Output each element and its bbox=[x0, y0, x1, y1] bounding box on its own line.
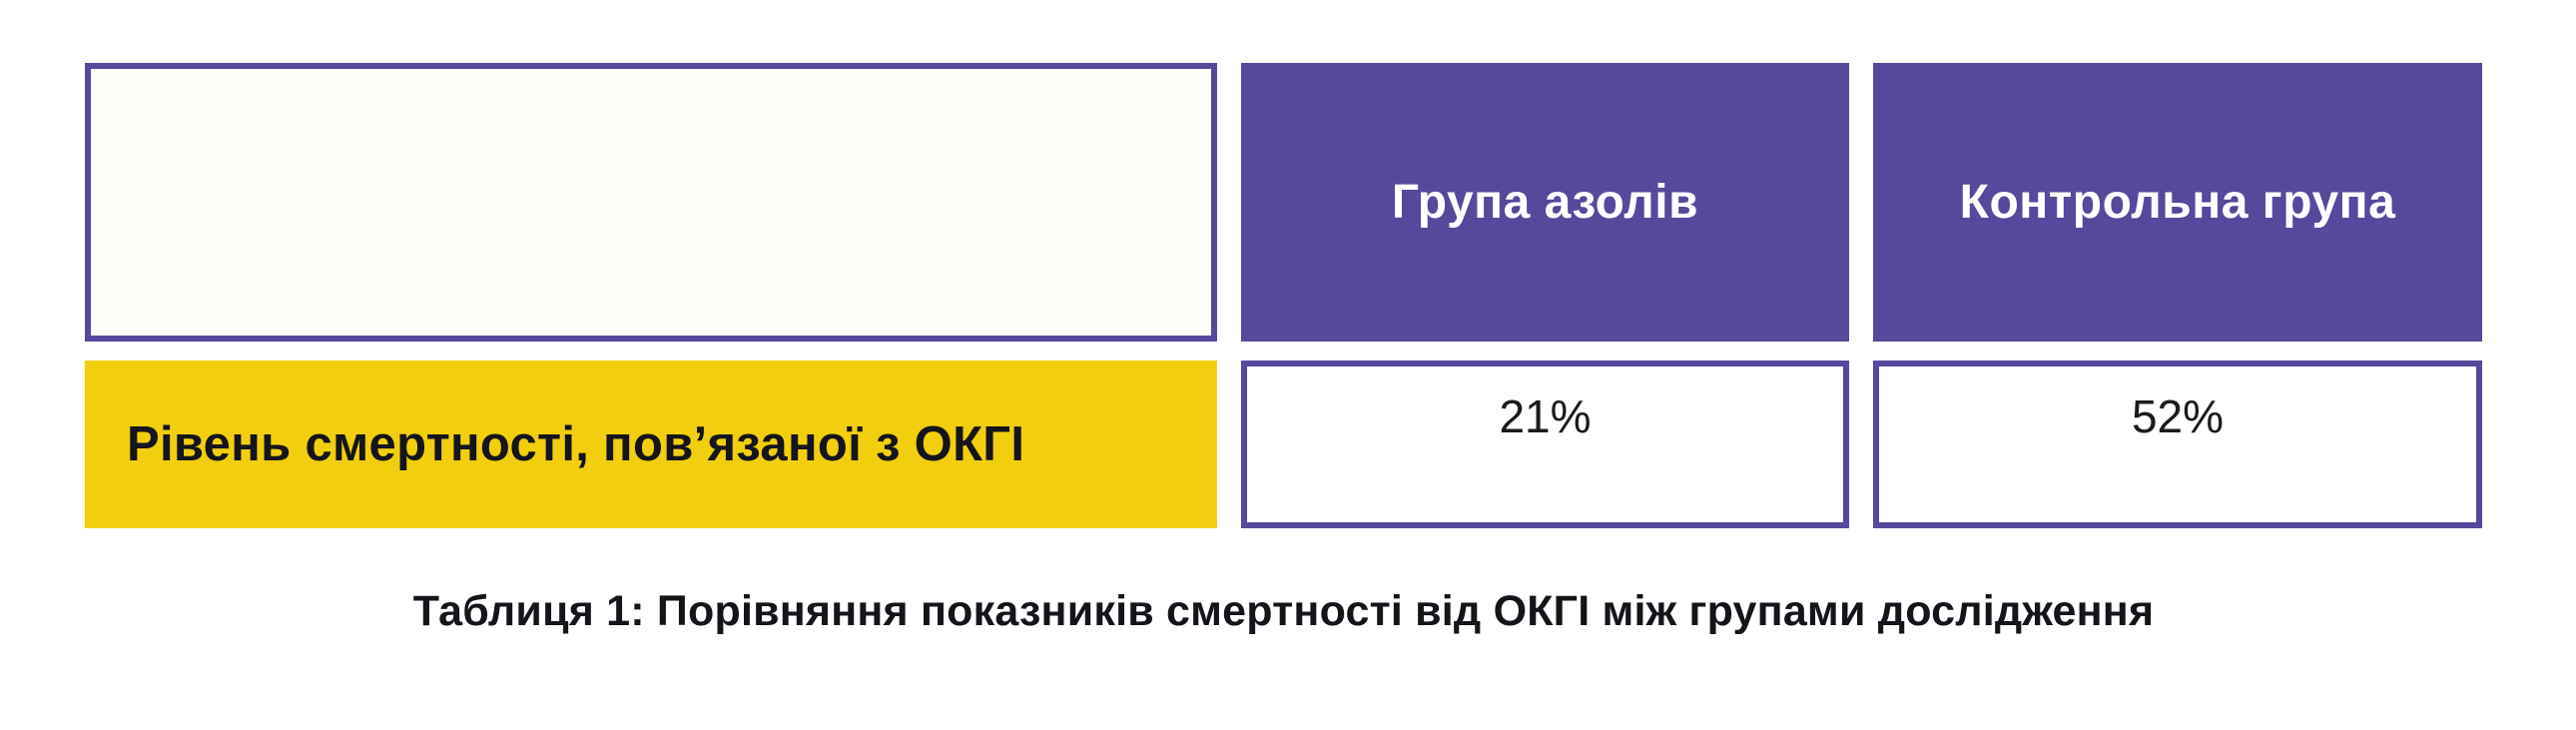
row-label-mortality-text: Рівень смертності, пов’язаної з ОКГІ bbox=[127, 417, 1025, 471]
row-label-mortality: Рівень смертності, пов’язаної з ОКГІ bbox=[85, 361, 1217, 528]
header-control-group: Контрольна група bbox=[1873, 63, 2482, 342]
header-azole-group-label: Група азолів bbox=[1391, 176, 1699, 229]
table-grid: Група азолів Контрольна група Рівень сме… bbox=[85, 63, 2482, 528]
comparison-table: Група азолів Контрольна група Рівень сме… bbox=[85, 63, 2482, 640]
header-azole-group: Група азолів bbox=[1241, 63, 1849, 342]
value-control-text: 52% bbox=[2131, 390, 2225, 442]
corner-cell bbox=[85, 63, 1217, 342]
value-cell-azole: 21% bbox=[1241, 361, 1849, 528]
table-caption: Таблиця 1: Порівняння показників смертно… bbox=[412, 587, 2155, 635]
value-azole-text: 21% bbox=[1499, 390, 1592, 442]
header-control-group-label: Контрольна група bbox=[1959, 176, 2396, 229]
value-cell-control: 52% bbox=[1873, 361, 2482, 528]
